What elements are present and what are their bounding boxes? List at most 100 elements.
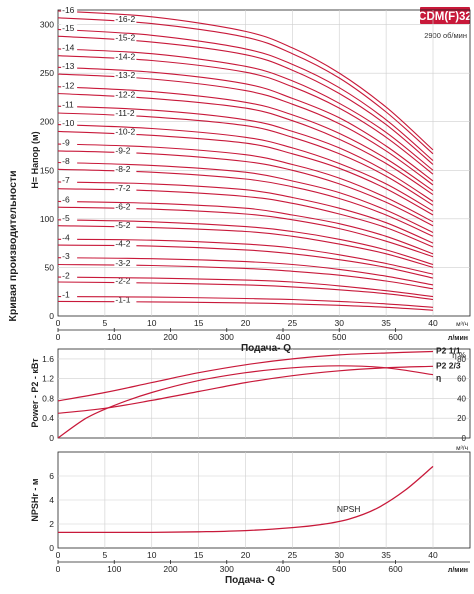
head-curve bbox=[57, 219, 434, 266]
head-curve bbox=[57, 92, 434, 196]
curve-label-bg bbox=[61, 138, 78, 147]
head-x2-tick-label: 0 bbox=[56, 332, 61, 342]
head-x-tick-label: 15 bbox=[194, 318, 204, 328]
head-curve bbox=[57, 17, 434, 155]
head-curve bbox=[57, 296, 434, 308]
head-y-tick-label: 200 bbox=[40, 117, 54, 127]
head-x2-tick-label: 600 bbox=[388, 332, 402, 342]
npsh-x-tick-label: 20 bbox=[241, 550, 251, 560]
curve-label-bg bbox=[61, 176, 78, 185]
head-y-tick-label: 50 bbox=[45, 262, 55, 272]
curve-label: -3-2 bbox=[115, 258, 130, 268]
npsh-x-tick-label: 0 bbox=[56, 550, 61, 560]
power-curve-label: P2 2/3 bbox=[436, 360, 461, 370]
head-x-unit: м³/ч bbox=[456, 321, 468, 328]
npsh-x2-tick-label: 200 bbox=[163, 564, 177, 574]
curve-label-bg bbox=[61, 290, 78, 299]
head-x2-tick-label: 500 bbox=[332, 332, 346, 342]
curve-label: -16-2 bbox=[115, 14, 135, 24]
curve-label: -13 bbox=[62, 61, 75, 71]
curve-label-bg bbox=[114, 183, 137, 192]
curve-label: -12 bbox=[62, 80, 75, 90]
eff-y-tick-label: 80 bbox=[457, 355, 466, 364]
head-y-tick-label: 100 bbox=[40, 214, 54, 224]
power-y-tick-label: 0 bbox=[49, 433, 54, 443]
curve-label-bg bbox=[61, 251, 78, 260]
eff-y-tick-label: 40 bbox=[457, 394, 466, 403]
curve-label-bg bbox=[61, 271, 78, 280]
head-x-tick-label: 20 bbox=[241, 318, 251, 328]
head-x2-tick-label: 200 bbox=[163, 332, 177, 342]
eff-y-tick-label: 0 bbox=[462, 434, 467, 443]
curve-label: -2 bbox=[62, 270, 70, 280]
curve-label-bg bbox=[61, 214, 78, 223]
npsh-x-tick-label: 25 bbox=[288, 550, 298, 560]
power-curve-label: η bbox=[436, 373, 441, 383]
head-curve bbox=[57, 86, 434, 192]
curve-label: -11-2 bbox=[115, 108, 134, 118]
head-curve bbox=[57, 35, 434, 165]
power-y-tick-label: 1.2 bbox=[42, 374, 54, 384]
power-ylabel: Power - P2 - кВт bbox=[30, 358, 40, 428]
head-curve bbox=[57, 112, 434, 206]
head-x-tick-label: 40 bbox=[428, 318, 438, 328]
curve-label: -13-2 bbox=[115, 70, 135, 80]
npsh-x2-tick-label: 300 bbox=[220, 564, 234, 574]
head-y-tick-label: 0 bbox=[49, 311, 54, 321]
head-curve bbox=[57, 276, 434, 298]
curve-label-bg bbox=[114, 239, 137, 248]
npsh-curve bbox=[58, 465, 434, 534]
curve-label: -3 bbox=[62, 251, 70, 261]
npsh-x-tick-label: 40 bbox=[428, 550, 438, 560]
eff-y-tick-label: 20 bbox=[457, 414, 466, 423]
head-x-tick-label: 10 bbox=[147, 318, 157, 328]
curve-label: -8-2 bbox=[115, 164, 130, 174]
curve-label-bg bbox=[61, 100, 78, 109]
curve-label-bg bbox=[61, 61, 78, 70]
curve-label-bg bbox=[114, 165, 137, 174]
head-x2-unit: л/мин bbox=[448, 335, 468, 342]
npsh-y-tick-label: 6 bbox=[49, 471, 54, 481]
head-curve bbox=[57, 130, 434, 216]
curve-label-bg bbox=[114, 276, 137, 285]
power-curve bbox=[57, 365, 434, 414]
npsh-x-tick-label: 10 bbox=[147, 550, 157, 560]
npsh-x2-tick-label: 100 bbox=[107, 564, 121, 574]
power-curve bbox=[57, 365, 434, 439]
head-curve bbox=[57, 263, 434, 290]
power-y-tick-label: 0.8 bbox=[42, 393, 54, 403]
head-curve bbox=[57, 66, 434, 182]
model-label: CDM(F)32 bbox=[418, 11, 472, 23]
curve-label: -14 bbox=[62, 43, 75, 53]
curve-label-bg bbox=[114, 109, 137, 118]
head-curve bbox=[57, 244, 434, 279]
curve-label: -2-2 bbox=[115, 276, 130, 286]
head-x2-tick-label: 100 bbox=[107, 332, 121, 342]
head-x2-tick-label: 300 bbox=[220, 332, 234, 342]
curve-label-bg bbox=[114, 33, 137, 42]
head-curve bbox=[57, 281, 434, 301]
curve-label: -8 bbox=[62, 156, 70, 166]
npsh-x2-tick-label: 400 bbox=[276, 564, 290, 574]
power-y-tick-label: 0.4 bbox=[42, 413, 54, 423]
head-x-tick-label: 5 bbox=[103, 318, 108, 328]
curve-label-bg bbox=[114, 15, 137, 24]
npsh-y-tick-label: 4 bbox=[49, 495, 54, 505]
head-curve bbox=[57, 181, 434, 244]
power-efficiency-chart: 0 0.4 0.8 1.2 1.6 0 20 40 60 80η % Power - P2 - кВ… bbox=[30, 345, 471, 443]
power-curve bbox=[57, 350, 434, 402]
curve-label-bg bbox=[61, 233, 78, 242]
curve-label-bg bbox=[114, 70, 137, 79]
npsh-x-tick-label: 30 bbox=[335, 550, 345, 560]
head-y-tick-label: 300 bbox=[40, 20, 54, 30]
curve-label: -7 bbox=[62, 175, 70, 185]
curve-label: -4-2 bbox=[115, 239, 130, 249]
head-curve bbox=[57, 55, 434, 175]
curve-label: -11 bbox=[62, 100, 74, 110]
head-curve bbox=[57, 168, 434, 237]
head-curve bbox=[57, 206, 434, 258]
npsh-curve-label: NPSH bbox=[337, 504, 361, 514]
curve-label-bg bbox=[61, 81, 78, 90]
